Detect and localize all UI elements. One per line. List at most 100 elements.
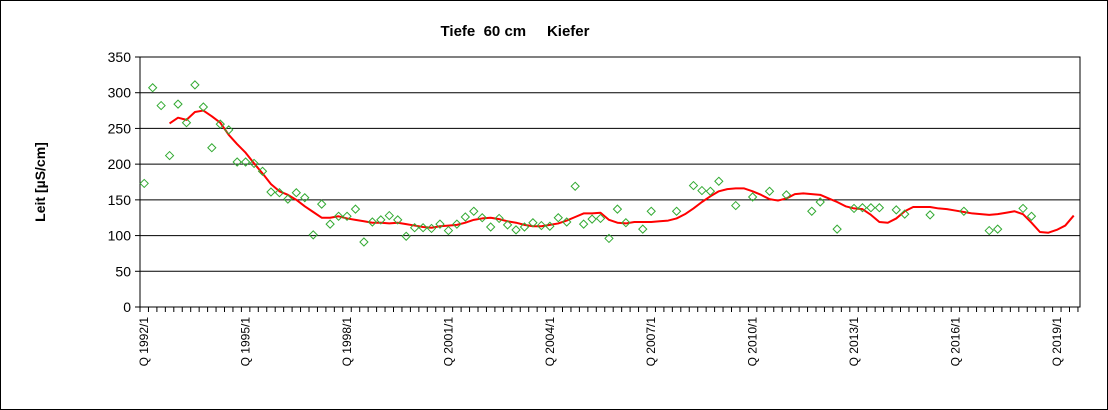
x-tick-label: Q 2010/1 xyxy=(746,317,760,367)
data-point-marker xyxy=(418,223,428,233)
data-point-marker xyxy=(959,206,969,216)
y-tick-label-0: 0 xyxy=(123,299,131,315)
x-tick-label: Q 2013/1 xyxy=(847,317,861,367)
data-point-marker xyxy=(291,188,302,198)
data-point-marker xyxy=(570,181,580,191)
data-point-marker xyxy=(274,188,285,198)
y-tick-label-350: 350 xyxy=(108,49,132,65)
data-point-marker xyxy=(350,204,361,214)
data-point-marker xyxy=(807,206,817,216)
data-point-marker xyxy=(485,222,496,232)
data-point-marker xyxy=(849,203,859,214)
x-tick-label: Q 2001/1 xyxy=(441,317,455,367)
data-point-marker xyxy=(688,180,699,191)
data-point-marker xyxy=(139,178,149,189)
x-tick-label: Q 1992/1 xyxy=(137,317,151,367)
data-point-marker xyxy=(393,215,403,225)
data-point-marker xyxy=(857,203,868,213)
data-point-marker xyxy=(367,217,378,227)
x-tick-label: Q 2004/1 xyxy=(543,317,557,367)
data-point-marker xyxy=(528,218,538,228)
data-point-marker xyxy=(494,213,504,224)
x-tick-label: Q 1995/1 xyxy=(239,317,253,367)
data-point-marker xyxy=(452,219,462,229)
data-point-marker xyxy=(249,158,259,169)
data-point-marker xyxy=(671,206,682,216)
y-tick-label-100: 100 xyxy=(108,228,132,244)
y-axis-label: Leit [µS/cm] xyxy=(32,142,48,222)
data-point-marker xyxy=(731,200,741,211)
data-point-marker xyxy=(342,211,352,221)
data-point-marker xyxy=(866,203,876,213)
y-tick-label-50: 50 xyxy=(115,263,131,279)
data-point-marker xyxy=(300,193,310,203)
data-point-marker xyxy=(240,157,251,167)
data-point-marker xyxy=(925,210,935,220)
x-tick-label: Q 2016/1 xyxy=(948,317,962,367)
data-point-marker xyxy=(283,194,293,204)
data-point-marker xyxy=(190,80,200,90)
data-point-marker xyxy=(181,118,192,128)
data-point-marker xyxy=(232,157,242,167)
measurement-markers xyxy=(139,80,1037,247)
data-point-marker xyxy=(781,190,792,200)
data-point-marker xyxy=(401,231,411,241)
data-point-marker xyxy=(595,213,606,224)
data-point-marker xyxy=(697,185,707,196)
y-tick-label-300: 300 xyxy=(108,85,132,101)
data-point-marker xyxy=(815,197,825,207)
data-point-marker xyxy=(511,225,521,235)
data-point-marker xyxy=(992,224,1003,234)
data-point-marker xyxy=(832,224,842,234)
gridlines xyxy=(139,56,1081,308)
data-point-marker xyxy=(891,205,901,215)
data-point-marker xyxy=(215,119,225,129)
data-point-marker xyxy=(426,223,437,234)
data-point-marker xyxy=(460,212,471,222)
data-point-marker xyxy=(900,209,910,219)
data-point-marker xyxy=(587,214,597,224)
data-point-marker xyxy=(469,206,479,216)
data-point-marker xyxy=(638,224,648,234)
data-point-marker xyxy=(519,222,530,232)
chart-title: Tiefe 60 cm Kiefer xyxy=(441,23,590,40)
data-point-marker xyxy=(376,215,386,225)
y-tick-labels: 0 50 100 150 200 250 300 350 xyxy=(108,49,132,315)
axes xyxy=(135,56,1080,312)
data-point-marker xyxy=(316,199,327,209)
data-point-marker xyxy=(502,220,513,230)
data-point-marker xyxy=(147,83,158,93)
data-point-marker xyxy=(562,217,572,227)
plot-area-border xyxy=(139,56,1081,308)
data-point-marker xyxy=(545,221,555,231)
data-point-marker xyxy=(325,219,335,229)
data-point-marker xyxy=(874,203,885,213)
x-tick-labels: Q 1992/1 Q 1995/1 Q 1998/1 Q 2001/1 Q 2004/1… xyxy=(137,317,1064,367)
data-point-marker xyxy=(747,192,758,202)
data-point-marker xyxy=(409,223,420,233)
data-point-marker xyxy=(443,225,454,236)
data-point-marker xyxy=(333,211,344,221)
data-point-marker xyxy=(1026,211,1037,221)
y-tick-label-200: 200 xyxy=(108,156,132,172)
data-point-marker xyxy=(1018,203,1028,214)
data-point-marker xyxy=(207,143,217,153)
data-point-marker xyxy=(257,166,268,176)
data-point-marker xyxy=(714,176,724,186)
data-point-marker xyxy=(764,186,775,196)
y-tick-label-250: 250 xyxy=(108,120,132,136)
data-point-marker xyxy=(435,219,445,229)
data-point-marker xyxy=(359,237,369,247)
data-point-marker xyxy=(604,233,614,244)
data-point-marker xyxy=(621,218,631,228)
x-tick-label: Q 2019/1 xyxy=(1050,317,1064,367)
data-point-marker xyxy=(198,102,209,112)
data-point-marker xyxy=(612,204,623,214)
data-point-marker xyxy=(477,213,487,223)
data-point-marker xyxy=(308,230,318,240)
data-point-marker xyxy=(173,99,183,109)
data-point-marker xyxy=(156,100,166,111)
data-point-marker xyxy=(984,225,994,236)
y-tick-label-150: 150 xyxy=(108,192,132,208)
